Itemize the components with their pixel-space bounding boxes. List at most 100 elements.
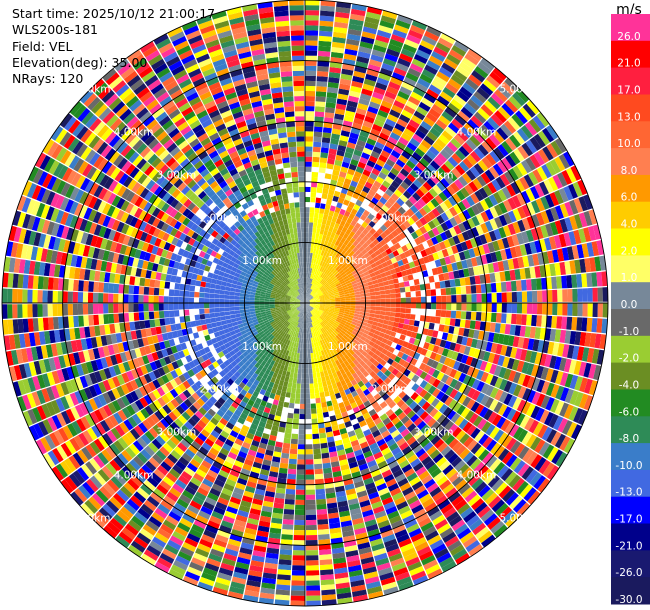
- range-gate: [367, 64, 381, 73]
- range-gate: [424, 64, 438, 75]
- range-gate: [388, 184, 397, 193]
- range-gate: [289, 372, 294, 378]
- range-gate: [465, 285, 472, 294]
- range-gate: [530, 228, 539, 241]
- range-gate: [312, 227, 317, 234]
- range-gate: [488, 134, 501, 147]
- range-gate: [440, 222, 449, 232]
- range-gate: [492, 333, 500, 344]
- range-gate: [357, 161, 366, 169]
- range-gate: [337, 267, 343, 273]
- range-gate: [516, 128, 529, 142]
- range-gate: [529, 241, 537, 254]
- range-gate: [341, 161, 350, 169]
- range-gate: [340, 249, 347, 256]
- range-gate: [285, 493, 295, 500]
- range-gate: [345, 228, 352, 236]
- range-gate: [281, 452, 290, 459]
- range-gate: [494, 204, 503, 216]
- range-gate: [305, 303, 310, 305]
- range-gate: [354, 144, 365, 152]
- range-gate: [465, 356, 474, 366]
- range-gate: [343, 239, 350, 246]
- range-gate: [410, 331, 418, 339]
- range-gate: [310, 263, 314, 269]
- range-gate: [324, 308, 330, 311]
- range-gate: [333, 263, 339, 270]
- range-gate: [318, 427, 326, 434]
- range-gate: [369, 101, 381, 110]
- range-gate: [413, 179, 423, 189]
- range-gate: [480, 104, 494, 117]
- range-gate: [392, 201, 401, 210]
- range-gate: [314, 238, 319, 244]
- range-gate: [310, 303, 316, 304]
- range-gate: [310, 290, 315, 296]
- range-gate: [428, 188, 438, 198]
- range-gate: [319, 162, 327, 169]
- range-gate: [457, 110, 470, 123]
- range-gate: [408, 319, 415, 326]
- range-gate: [330, 301, 336, 303]
- range-gate: [305, 141, 313, 147]
- range-gate: [596, 349, 605, 365]
- range-gate: [411, 151, 422, 162]
- range-gate: [327, 194, 334, 201]
- range-gate: [306, 600, 321, 606]
- range-gate: [528, 118, 542, 133]
- range-gate: [399, 313, 406, 319]
- range-gate: [461, 57, 477, 70]
- range-gate: [401, 81, 415, 92]
- range-gate: [391, 326, 398, 333]
- range-gate: [318, 387, 324, 393]
- range-gate: [287, 412, 294, 419]
- range-gate: [519, 268, 526, 280]
- range-gate: [283, 514, 294, 520]
- range-gate: [359, 156, 369, 165]
- range-gate: [337, 276, 343, 281]
- range-gate: [348, 289, 355, 294]
- range-gate: [325, 300, 331, 302]
- range-gate: [329, 308, 335, 311]
- range-gate: [293, 535, 305, 541]
- range-gate: [462, 142, 474, 154]
- range-gate: [305, 252, 308, 258]
- range-gate: [340, 298, 346, 301]
- range-gate: [413, 165, 423, 175]
- range-gate: [476, 293, 482, 303]
- range-gate: [352, 233, 359, 240]
- range-gate: [380, 224, 388, 232]
- range-gate: [340, 303, 346, 305]
- range-gate: [433, 156, 444, 167]
- range-gate: [545, 382, 555, 397]
- range-gate: [343, 199, 350, 206]
- range-gate: [508, 210, 517, 223]
- range-gate: [410, 205, 419, 214]
- range-gate: [511, 291, 518, 303]
- range-gate: [559, 372, 569, 387]
- range-gate: [426, 60, 441, 71]
- range-gate: [321, 193, 328, 200]
- range-gate: [307, 348, 311, 354]
- range-gate: [415, 290, 421, 297]
- range-gate: [318, 213, 324, 219]
- range-gate: [322, 290, 328, 294]
- range-gate: [390, 331, 397, 337]
- range-gate: [499, 323, 506, 334]
- range-gate: [544, 354, 552, 368]
- range-gate: [345, 280, 351, 285]
- range-gate: [389, 132, 401, 141]
- range-gate: [321, 280, 327, 286]
- range-gate: [473, 163, 485, 175]
- range-gate: [449, 206, 458, 217]
- range-gate: [420, 139, 432, 150]
- range-gate: [576, 244, 585, 259]
- range-gate: [485, 153, 497, 166]
- range-gate: [329, 309, 335, 313]
- range-gate: [516, 314, 522, 325]
- range-gate: [390, 167, 400, 176]
- range-gate: [312, 292, 317, 297]
- range-gate: [450, 310, 457, 319]
- range-gate: [308, 267, 311, 274]
- range-gate: [311, 268, 314, 274]
